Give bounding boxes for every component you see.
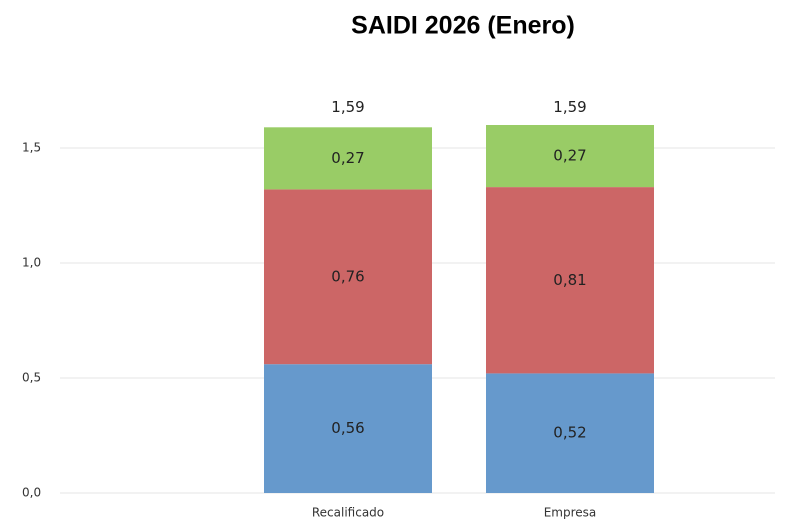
y-tick-label: 0,5	[22, 371, 41, 385]
data-label: 0,52	[553, 424, 586, 442]
total-label: 1,59	[553, 98, 586, 116]
x-tick-label: Empresa	[544, 506, 597, 520]
bar-segment	[486, 125, 654, 188]
x-tick-label: Recalificado	[312, 506, 384, 520]
bar-segment	[486, 373, 654, 493]
total-label: 1,59	[331, 98, 364, 116]
bar-segment	[264, 127, 432, 190]
data-label: 0,27	[331, 149, 364, 167]
bar-segment	[264, 364, 432, 493]
y-tick-label: 1,5	[22, 141, 41, 155]
data-label: 0,76	[331, 267, 364, 285]
bar-segment	[486, 187, 654, 374]
data-label: 0,56	[331, 419, 364, 437]
y-tick-label: 1,0	[22, 256, 41, 270]
data-label: 0,27	[553, 147, 586, 165]
y-tick-label: 0,0	[22, 486, 41, 500]
data-label: 0,81	[553, 271, 586, 289]
chart-title: SAIDI 2026 (Enero)	[351, 12, 575, 40]
bar-segment	[264, 189, 432, 365]
